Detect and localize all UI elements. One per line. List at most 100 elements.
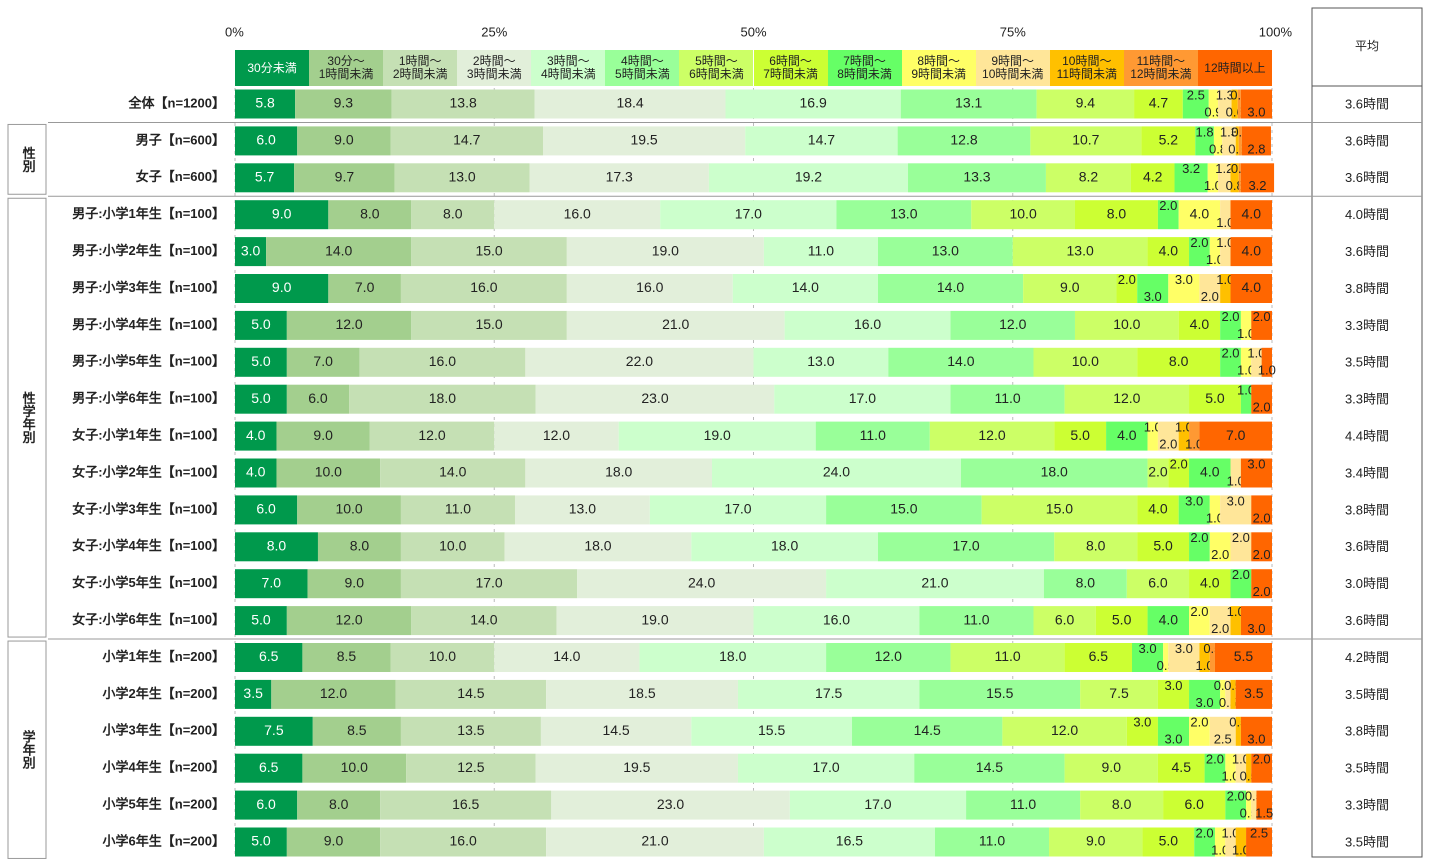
bar-segment	[546, 827, 764, 857]
data-label: 1.0	[1221, 769, 1239, 784]
data-label: 6.0	[256, 132, 276, 148]
data-label: 5.0	[251, 611, 271, 627]
legend-entry: 4時間～ 5時間未満	[605, 50, 680, 86]
bar-segment	[286, 347, 360, 377]
bar-segment	[390, 643, 495, 672]
data-label: 3.0	[1247, 621, 1265, 636]
data-label: 18.0	[771, 538, 798, 554]
data-label: 1.0	[1206, 510, 1224, 525]
data-label: 5.8	[255, 95, 275, 111]
bar-segment	[774, 384, 951, 414]
data-label: 18.0	[1041, 464, 1068, 480]
average-value: 3.8時間	[1345, 724, 1389, 739]
data-label: 3.0	[1164, 732, 1182, 747]
data-label: 2.0	[1190, 604, 1208, 619]
data-label: 18.4	[616, 95, 643, 111]
bar-segment	[411, 237, 567, 267]
data-label: 3.0	[1247, 732, 1265, 747]
bar-segment	[1222, 126, 1236, 156]
row-label: 女子:小学5年生【n=100】	[72, 575, 225, 590]
bar-segment	[618, 421, 816, 451]
bar-segment	[380, 458, 526, 488]
bar-segment	[1137, 347, 1221, 377]
bar-segment	[1225, 827, 1236, 857]
row-label: 男子:小学2年生【n=100】	[72, 243, 225, 258]
bar-segment	[1137, 495, 1179, 525]
data-label: 16.0	[823, 611, 850, 627]
bar-segment	[1230, 606, 1241, 636]
bar-segment	[1147, 421, 1158, 451]
bar-segment	[1157, 421, 1179, 451]
bar-segment	[1157, 200, 1179, 230]
bar-segment	[789, 790, 967, 820]
bar-segment	[542, 126, 746, 156]
bar-segment	[1220, 274, 1231, 303]
data-label: 2.5	[1250, 825, 1268, 840]
bar-segment	[1240, 347, 1252, 377]
bar-segment	[1246, 827, 1272, 857]
average-value: 3.6時間	[1345, 133, 1389, 148]
bar-segment	[950, 384, 1065, 414]
bar-segment	[966, 790, 1081, 820]
data-label: 3.0	[1164, 678, 1182, 693]
data-label: 3.0	[1175, 272, 1193, 287]
bar-segment	[1043, 569, 1127, 599]
bar-segment	[1246, 790, 1252, 820]
bar-segment	[1157, 753, 1205, 783]
group-label: 学年別	[21, 730, 37, 771]
data-label: 15.5	[758, 722, 785, 738]
bar-segment	[1230, 679, 1236, 709]
bar-segment	[753, 606, 920, 636]
bar-segment	[1189, 606, 1210, 636]
bar-segment	[1174, 163, 1208, 193]
data-label: 12.0	[320, 685, 347, 701]
data-label: 17.0	[952, 538, 979, 554]
data-label: 18.0	[584, 538, 611, 554]
data-label: 2.0	[1232, 530, 1250, 545]
bar-segment	[271, 679, 396, 709]
data-label: 9.0	[272, 279, 292, 295]
bar-segment	[919, 679, 1081, 709]
data-label: 2.0	[1227, 789, 1245, 804]
bar-segment	[235, 421, 277, 451]
bar-segment	[1045, 163, 1131, 193]
bar-segment	[929, 421, 1055, 451]
data-label: 2.0	[1211, 547, 1229, 562]
data-label: 5.0	[1153, 538, 1173, 554]
bar-segment	[753, 347, 889, 377]
data-label: 2.0	[1118, 272, 1136, 287]
bar-segment	[400, 495, 515, 525]
bar-segment	[1178, 310, 1221, 340]
data-label: 10.0	[335, 501, 362, 517]
bar-segment	[1189, 237, 1210, 267]
data-label: 16.0	[429, 353, 456, 369]
bar-segment	[1189, 716, 1210, 746]
bar-segment	[1147, 606, 1190, 636]
bar-segment	[1126, 569, 1190, 599]
data-label: 2.0	[1221, 309, 1239, 324]
bar-segment	[1209, 532, 1231, 562]
bar-segment	[1147, 237, 1190, 267]
bar-segment	[1238, 163, 1241, 193]
bar-segment	[1220, 495, 1252, 525]
data-label: 5.0	[251, 390, 271, 406]
data-label: 8.0	[1112, 796, 1132, 812]
row-label: 小学2年生【n=200】	[103, 686, 225, 701]
row-label: 小学3年生【n=200】	[103, 723, 225, 738]
data-label: 7.0	[313, 353, 333, 369]
data-label: 17.0	[849, 390, 876, 406]
data-label: 11.0	[963, 611, 989, 627]
bar-segment	[1240, 163, 1275, 193]
data-label: 1.0	[1232, 752, 1250, 767]
data-label: 10.0	[439, 538, 466, 554]
bar-segment	[784, 310, 951, 340]
data-label: 24.0	[688, 574, 715, 590]
data-label: 13.0	[1067, 242, 1094, 258]
bar-segment	[286, 606, 412, 636]
data-label: 2.0	[1253, 309, 1271, 324]
bar-segment	[877, 532, 1055, 562]
bar-segment	[737, 679, 920, 709]
bar-segment	[660, 200, 837, 230]
data-label: 6.5	[1089, 648, 1109, 664]
